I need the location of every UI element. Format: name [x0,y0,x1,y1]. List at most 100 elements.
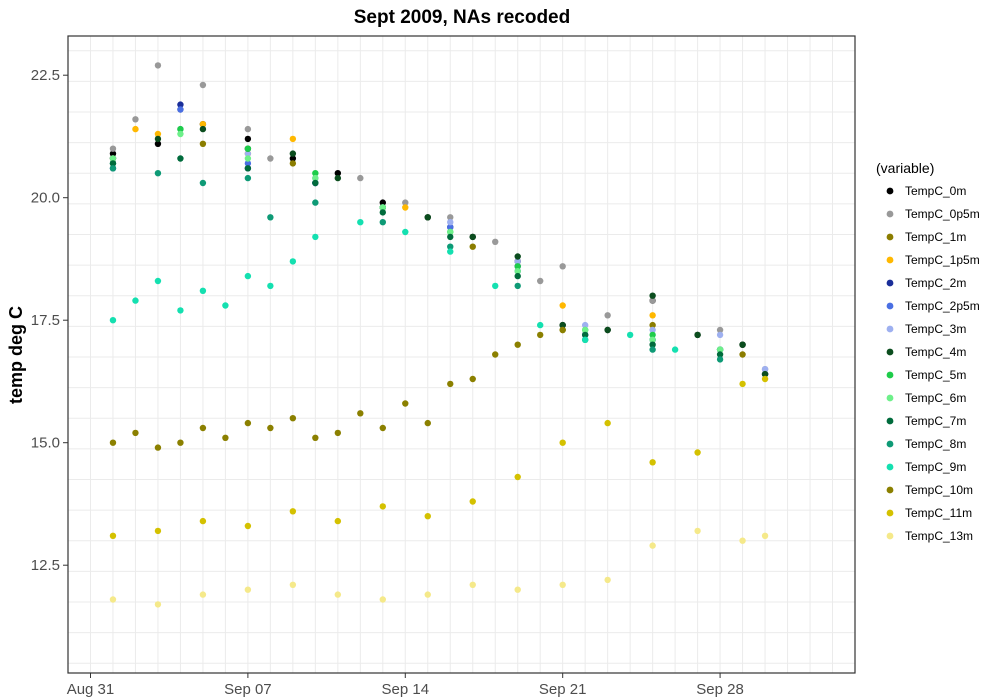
series-TempC_10m [109,326,566,451]
data-point [492,282,499,290]
legend-label: TempC_7m [905,414,966,428]
data-point [514,253,521,260]
data-point [109,145,117,152]
data-point [649,341,656,348]
axis-ticks: Aug 31 Sep 07 Sep 14 Sep 21 Sep 28 12.5 15.0 17… [31,67,744,698]
data-point [177,155,184,162]
data-point [312,434,319,441]
legend-key [886,417,894,425]
legend-label: TempC_2p5m [905,299,980,313]
data-point [334,517,342,525]
data-point [334,429,342,437]
legend-item-TempC_6m: TempC_6m [886,391,966,405]
legend-key [886,256,894,264]
data-point [604,576,611,584]
data-point [447,219,454,226]
legend-item-TempC_2m: TempC_2m [886,276,966,290]
legend-item-TempC_8m: TempC_8m [886,437,966,451]
data-point [604,419,611,427]
legend-item-TempC_5m: TempC_5m [886,368,966,382]
data-point [626,331,634,339]
data-point [559,321,566,329]
data-point [154,130,162,138]
grid [67,36,856,673]
data-point [312,170,319,177]
data-point [447,233,454,241]
series-TempC_7m [109,155,724,358]
data-point [469,498,476,505]
data-point [424,214,431,221]
legend-key [886,440,894,448]
data-point [132,297,139,304]
legend-item-TempC_11m: TempC_11m [886,506,972,520]
data-point [514,268,521,275]
data-point [447,380,454,388]
data-point [649,292,656,299]
data-point [559,439,566,446]
data-point [244,150,252,157]
data-point [244,160,252,167]
data-point [514,473,521,481]
legend-key [886,463,894,471]
y-tick-label: 22.5 [31,67,60,84]
data-point [222,302,229,309]
legend-label: TempC_1p5m [905,253,980,267]
data-point [267,424,274,432]
legend-key [886,279,894,287]
legend-item-TempC_3m: TempC_3m [886,322,966,336]
legend: (variable) TempC_0m TempC_0p5m TempC_1m Tem… [876,160,980,543]
data-point [559,581,566,588]
data-point [109,155,117,162]
legend-label: TempC_6m [905,391,966,405]
data-point [357,410,364,417]
data-point [199,81,207,89]
legend-key [886,394,894,402]
series-TempC_13m [109,527,769,608]
data-point [402,204,409,211]
legend-key [886,325,894,333]
data-point [244,155,252,162]
data-point [379,209,386,216]
data-point [312,233,319,241]
data-point [761,532,769,539]
legend-label: TempC_8m [905,437,966,451]
data-point [132,116,139,123]
data-point [154,277,162,285]
data-point [649,459,656,466]
data-point [649,321,656,329]
y-tick-label: 17.5 [31,312,60,329]
data-point [244,522,252,530]
data-point [694,331,701,339]
data-point [312,199,319,206]
legend-label: TempC_3m [905,322,966,336]
data-point [402,400,409,407]
data-point [109,596,117,603]
x-tick-label: Sep 28 [696,681,744,698]
data-point [177,101,184,108]
data-point [469,581,476,588]
panel-border [67,35,856,674]
data-point [244,419,252,427]
y-tick-label: 15.0 [31,435,60,452]
data-point [312,174,319,182]
data-point [154,62,162,69]
legend-label: TempC_4m [905,345,966,359]
data-point [581,336,589,343]
data-point [222,434,229,441]
data-point [649,312,656,319]
legend-label: TempC_0p5m [905,207,980,221]
legend-label: TempC_13m [905,529,973,543]
data-point [199,179,207,187]
data-point [379,424,386,432]
data-point [244,272,252,280]
legend-key [886,302,894,310]
series-TempC_11m [109,375,769,539]
data-point [244,165,252,172]
data-point [514,263,521,270]
data-point [716,346,724,353]
data-point [199,424,207,432]
data-point [469,233,476,241]
data-point [154,444,162,451]
data-point [177,130,184,138]
